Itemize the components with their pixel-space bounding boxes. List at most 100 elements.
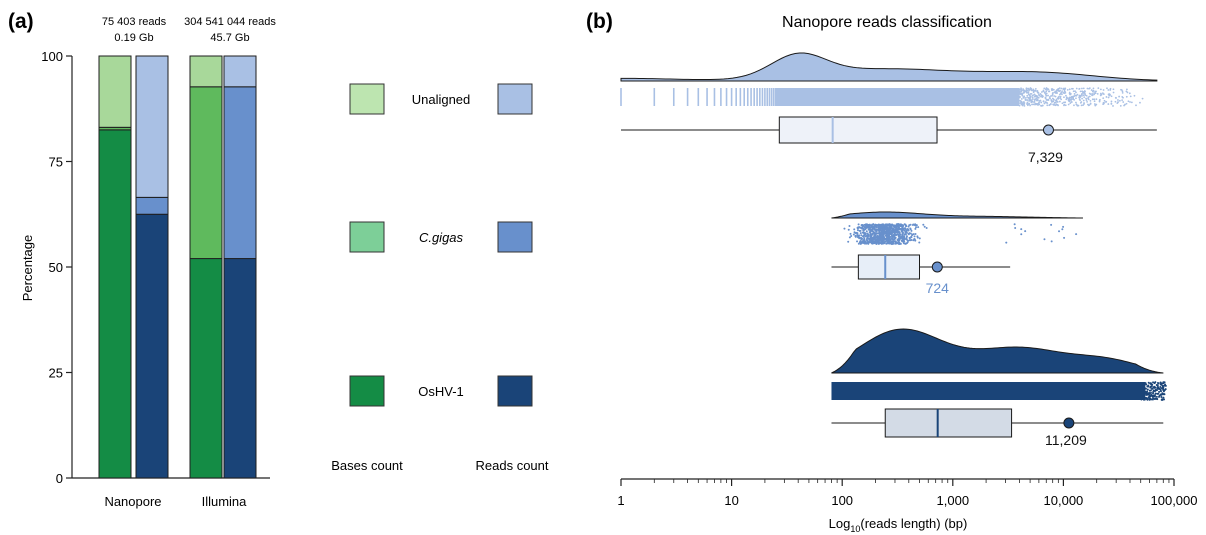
rain-point — [1035, 102, 1037, 105]
rain-point — [1117, 101, 1119, 103]
rain-point — [1045, 90, 1048, 93]
rain-point — [1032, 103, 1035, 106]
rain-point — [878, 238, 881, 241]
raincloud-unaligned: 7,329 — [620, 52, 1158, 165]
rain-point — [1158, 390, 1161, 393]
rain-point — [1021, 103, 1024, 106]
rain-point — [1073, 93, 1076, 95]
rain-point — [862, 231, 865, 234]
rain-point — [1052, 100, 1055, 103]
rain-point — [1031, 96, 1034, 99]
rain-point — [1019, 100, 1022, 102]
rain-point — [1037, 102, 1040, 105]
legend-col-reads: Reads count — [476, 458, 549, 473]
rain-point — [1152, 390, 1155, 393]
rain-point — [1093, 92, 1096, 95]
rain-point — [890, 226, 893, 229]
rain-point — [1033, 93, 1035, 96]
rain-point — [1081, 97, 1084, 100]
rain-point — [1037, 92, 1040, 94]
rain-point — [1043, 238, 1046, 241]
rain-point — [1112, 91, 1115, 94]
rain-point — [1089, 102, 1092, 105]
rain-point — [1018, 88, 1021, 91]
rain-point — [1097, 87, 1100, 90]
rain-point — [1021, 92, 1024, 95]
legend-swatch-reads-oshv1 — [497, 375, 533, 407]
rain-point — [1040, 95, 1042, 98]
rain-point — [901, 231, 904, 234]
rain-point — [880, 224, 883, 227]
rain-point — [877, 232, 880, 235]
rain-point — [1053, 101, 1056, 104]
rain-point — [865, 230, 868, 233]
rain-point — [1018, 95, 1021, 98]
rain-point — [1073, 104, 1075, 107]
rain-point — [896, 227, 899, 230]
rain-point — [1020, 87, 1022, 90]
rain-dense-band — [775, 88, 1020, 106]
y-tick-label: 25 — [49, 366, 63, 381]
rain-point — [1077, 104, 1080, 107]
rain-point — [1105, 96, 1108, 98]
rain-point — [1023, 104, 1026, 107]
bar-segment-nanopore-bases-oshv-1 — [98, 129, 132, 479]
bar-segment-illumina-reads-oshv-1 — [223, 258, 257, 479]
rain-point — [1070, 101, 1073, 103]
bar-segment-nanopore-bases-unaligned — [98, 55, 132, 128]
rain-point — [892, 231, 895, 234]
density-curve — [831, 328, 1164, 374]
rain-point — [1083, 96, 1086, 99]
rain-point — [1085, 94, 1088, 97]
nanopore-gb: 0.19 Gb — [114, 32, 153, 44]
box-iqr — [884, 408, 1013, 438]
rain-point — [865, 226, 868, 229]
rain-point — [874, 224, 877, 227]
rain-point — [1048, 104, 1051, 107]
rain-point — [1055, 100, 1058, 103]
rain-point — [1099, 88, 1102, 91]
rain-point — [1053, 95, 1056, 97]
rain-point — [1040, 105, 1043, 107]
rain-point — [894, 226, 897, 229]
rain-point — [1151, 395, 1154, 398]
rain-point — [1107, 96, 1110, 99]
mean-value-label: 11,209 — [1045, 432, 1087, 448]
rain-point — [1075, 233, 1078, 236]
rain-dense-band — [831, 382, 1146, 400]
rain-point — [1025, 96, 1027, 99]
panel-a-axes: Percentage Nanopore Illumina — [20, 56, 270, 509]
rain-point — [870, 236, 873, 239]
rain-point — [892, 235, 895, 238]
rain-point — [901, 233, 904, 236]
rain-point — [848, 225, 851, 228]
rain-point — [1128, 92, 1131, 95]
rain-point — [887, 237, 890, 240]
rain-point — [1069, 93, 1072, 95]
illumina-gb: 45.7 Gb — [210, 32, 249, 44]
rain-point — [1125, 102, 1128, 105]
rain-point — [857, 223, 860, 226]
rain-point — [1063, 104, 1065, 107]
rain-point — [1085, 99, 1088, 101]
rain-point — [1150, 385, 1153, 388]
rain-point — [1079, 90, 1082, 93]
rain-point — [870, 241, 873, 244]
rain-point — [847, 228, 850, 231]
bar-segment-illumina-reads-cgigas — [223, 86, 257, 260]
rain-point — [898, 234, 901, 237]
rain-point — [1030, 89, 1033, 92]
x-tick-label: 1,000 — [937, 493, 970, 508]
rain-point — [899, 242, 902, 245]
rain-point — [1055, 92, 1058, 94]
rain-point — [1121, 91, 1124, 94]
rain-point — [907, 232, 910, 235]
rain-point — [893, 229, 896, 232]
rain-point — [1031, 100, 1034, 103]
rain-point — [1126, 91, 1129, 94]
rain-point — [843, 227, 846, 230]
rain-point — [1157, 392, 1160, 395]
raincloud-cgigas: 724 — [831, 211, 1083, 296]
rain-point — [1153, 395, 1156, 398]
